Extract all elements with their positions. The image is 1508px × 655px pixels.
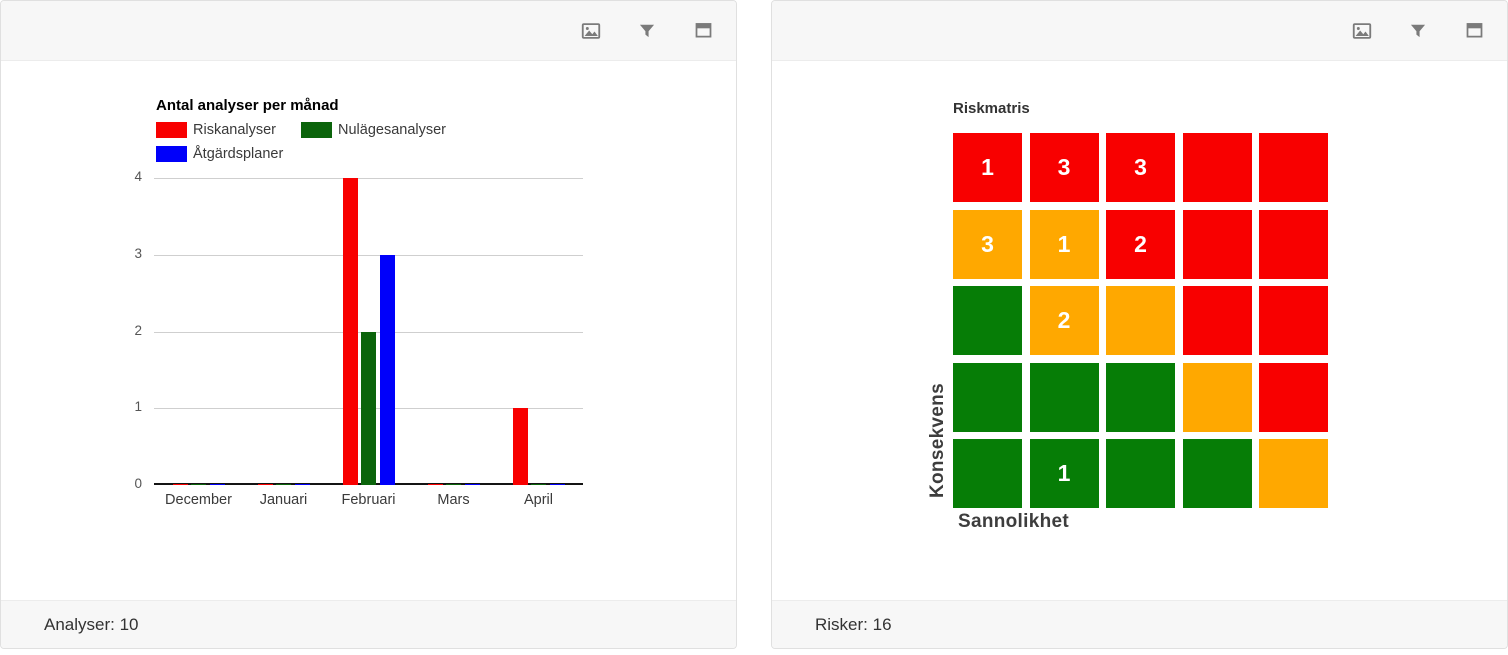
x-axis-label: Februari — [341, 492, 396, 508]
matrix-cell[interactable]: 3 — [1106, 133, 1175, 202]
x-axis-label: April — [523, 492, 553, 508]
panel-analyses: Antal analyser per månad Riskanalyser Nul… — [0, 0, 737, 649]
x-axis-label: Januari — [259, 492, 308, 508]
matrix-cell[interactable]: 2 — [1106, 209, 1175, 279]
legend-swatch-1 — [156, 122, 187, 138]
matrix-cell[interactable] — [1182, 362, 1252, 432]
x-axis-label: December — [165, 492, 232, 508]
legend-item: Nulägesanalyser — [301, 122, 446, 138]
analyses-count: Analyser: 10 — [44, 614, 139, 634]
matrix-cell[interactable]: 2 — [1029, 286, 1099, 355]
bar[interactable] — [512, 408, 528, 485]
bar[interactable] — [379, 254, 395, 485]
matrix-cell[interactable] — [1259, 286, 1328, 355]
legend-swatch-3 — [156, 146, 187, 162]
matrix-cell[interactable] — [953, 286, 1022, 355]
matrix-cell[interactable] — [1182, 133, 1252, 202]
export-image-button[interactable] — [578, 18, 604, 44]
filter-button[interactable] — [634, 18, 660, 44]
bar[interactable] — [257, 484, 273, 485]
matrix-cell[interactable]: 1 — [1029, 209, 1099, 279]
maximize-icon — [1464, 20, 1485, 41]
bar[interactable] — [276, 484, 291, 485]
image-icon — [1351, 20, 1373, 42]
matrix-cell[interactable] — [953, 362, 1022, 432]
matrix-cell[interactable] — [1259, 209, 1328, 279]
matrix-cell[interactable] — [1029, 362, 1099, 432]
bar[interactable] — [191, 484, 206, 485]
risk-matrix-toolbar — [772, 1, 1507, 61]
risk-matrix-title: Riskmatris — [953, 100, 1030, 117]
legend-item: Riskanalyser — [156, 122, 276, 138]
matrix-cell[interactable] — [1106, 362, 1175, 432]
matrix-cell[interactable]: 3 — [953, 209, 1022, 279]
analyses-footer: Analyser: 10 — [1, 600, 736, 648]
bar[interactable] — [342, 178, 358, 485]
risk-matrix-y-axis-label: Konsekvens — [927, 383, 948, 498]
image-icon — [580, 20, 602, 42]
y-axis-tick: 1 — [134, 399, 142, 415]
bar[interactable] — [531, 484, 546, 485]
filter-icon — [637, 21, 657, 41]
maximize-button[interactable] — [690, 18, 716, 44]
gridline — [154, 178, 583, 179]
matrix-cell[interactable] — [1182, 439, 1252, 508]
matrix-cell[interactable] — [1259, 362, 1328, 432]
matrix-cell[interactable] — [1182, 209, 1252, 279]
y-axis-tick: 4 — [134, 169, 142, 184]
y-axis-tick: 2 — [134, 322, 142, 338]
legend-swatch-2 — [301, 122, 332, 138]
maximize-button[interactable] — [1461, 18, 1487, 44]
bar[interactable] — [209, 484, 225, 485]
bar[interactable] — [464, 484, 480, 485]
legend-label: Nulägesanalyser — [338, 122, 447, 138]
matrix-cell[interactable] — [1182, 286, 1252, 355]
matrix-cell[interactable] — [1259, 439, 1328, 508]
legend-item: Åtgärdsplaner — [156, 146, 283, 162]
bar[interactable] — [427, 484, 443, 485]
bar-plot: 0 1 2 3 4 December Januari Februari Mars April — [134, 169, 583, 508]
legend-label: Åtgärdsplaner — [193, 146, 284, 162]
x-axis-label: Mars — [437, 492, 470, 508]
export-image-button[interactable] — [1349, 18, 1375, 44]
risks-footer: Risker: 16 — [772, 600, 1507, 648]
risks-count: Risker: 16 — [815, 614, 892, 634]
bar[interactable] — [549, 484, 565, 485]
maximize-icon — [693, 20, 714, 41]
matrix-cell[interactable]: 1 — [1029, 439, 1099, 508]
bar[interactable] — [294, 484, 310, 485]
analyses-toolbar — [1, 1, 736, 61]
legend-label: Riskanalyser — [193, 122, 276, 138]
matrix-cell[interactable] — [953, 439, 1022, 508]
matrix-cell[interactable] — [1259, 133, 1328, 202]
bar[interactable] — [172, 484, 188, 485]
y-axis-tick: 0 — [134, 476, 142, 491]
gridline — [154, 254, 583, 256]
bar-chart-title: Antal analyser per månad — [156, 97, 339, 114]
matrix-cell[interactable] — [1106, 286, 1175, 355]
matrix-cell[interactable] — [1106, 439, 1175, 508]
bar-chart-widget: Antal analyser per månad Riskanalyser Nul… — [1, 61, 736, 600]
y-axis-tick: 3 — [134, 245, 142, 261]
matrix-cell[interactable]: 1 — [953, 133, 1022, 202]
filter-icon — [1408, 21, 1428, 41]
risk-matrix-x-axis-label: Sannolikhet — [958, 511, 1069, 532]
bar[interactable] — [446, 484, 461, 485]
matrix-cell[interactable]: 3 — [1029, 133, 1099, 202]
bar[interactable] — [361, 331, 376, 485]
filter-button[interactable] — [1405, 18, 1431, 44]
